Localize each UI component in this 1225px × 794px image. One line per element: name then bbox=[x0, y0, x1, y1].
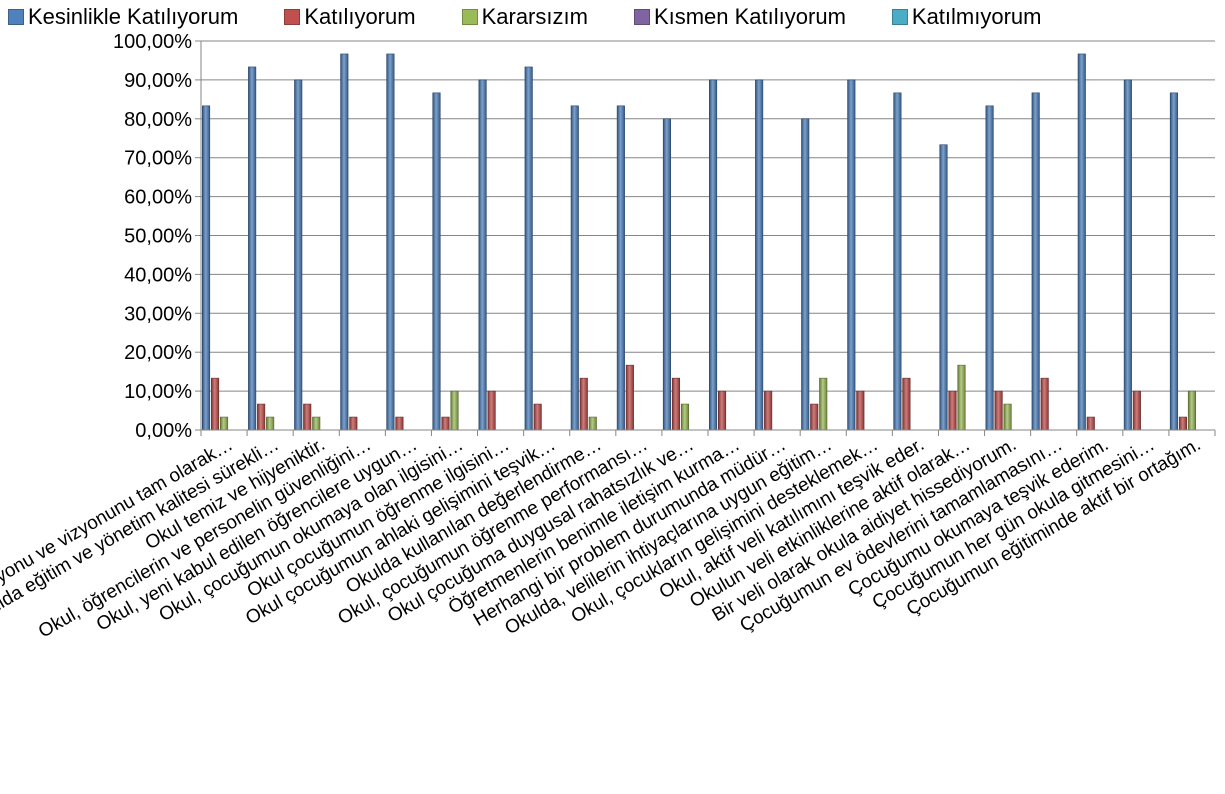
bar bbox=[210, 377, 220, 431]
bar bbox=[441, 416, 450, 431]
y-tick-label: 30,00% bbox=[124, 303, 192, 325]
legend-item-katilmiyorum: Katılmıyorum bbox=[891, 4, 1042, 30]
bar bbox=[985, 105, 994, 431]
y-tick-label: 90,00% bbox=[124, 70, 192, 92]
legend-label-kararsizim: Kararsızım bbox=[481, 4, 588, 29]
bar bbox=[524, 66, 533, 431]
bar bbox=[570, 105, 579, 431]
bar bbox=[1187, 390, 1197, 431]
y-tick-label: 70,00% bbox=[124, 148, 192, 170]
bar bbox=[717, 390, 727, 431]
y-tick-label: 60,00% bbox=[124, 187, 192, 209]
bar bbox=[755, 79, 764, 431]
bar bbox=[948, 390, 957, 431]
y-tick-label: 20,00% bbox=[124, 342, 192, 364]
bar bbox=[294, 79, 303, 431]
y-tick-label: 40,00% bbox=[124, 264, 192, 286]
bar bbox=[579, 377, 588, 431]
legend-swatch-kararsizim bbox=[461, 9, 478, 25]
bar bbox=[487, 390, 496, 431]
bar bbox=[1077, 53, 1086, 431]
bar bbox=[1178, 416, 1188, 431]
bar bbox=[819, 377, 828, 431]
y-tick-label: 50,00% bbox=[124, 226, 192, 248]
gridlines bbox=[201, 40, 1215, 431]
bar bbox=[625, 364, 634, 431]
bar bbox=[432, 92, 441, 431]
bar bbox=[810, 403, 819, 431]
bar bbox=[893, 92, 902, 431]
bar bbox=[248, 66, 257, 431]
legend-label-katiliyorum: Katılıyorum bbox=[304, 4, 416, 29]
bar bbox=[994, 390, 1003, 431]
y-tick-label: 0,00% bbox=[135, 420, 192, 442]
y-tick-label: 100,00% bbox=[113, 31, 192, 53]
bar bbox=[219, 416, 229, 431]
bar bbox=[662, 118, 672, 431]
bar bbox=[856, 390, 865, 431]
bar bbox=[303, 403, 312, 431]
bar bbox=[312, 416, 321, 431]
legend-swatch-katilmiyorum bbox=[891, 9, 908, 25]
legend-label-kismen-katiliyorum: Kısmen Katılıyorum bbox=[653, 4, 846, 29]
legend-item-kararsizim: Kararsızım bbox=[461, 4, 588, 30]
y-tick-label: 80,00% bbox=[124, 109, 192, 131]
bar bbox=[680, 403, 690, 431]
bar bbox=[266, 416, 275, 431]
legend-item-katiliyorum: Katılıyorum bbox=[284, 4, 416, 30]
legend-item-kesinlikle-katiliyorum: Kesinlikle Katılıyorum bbox=[8, 4, 238, 30]
bar bbox=[1031, 92, 1040, 431]
bar bbox=[340, 53, 349, 431]
bar bbox=[616, 105, 625, 431]
legend-swatch-kesinlikle-katiliyorum bbox=[8, 9, 24, 25]
chart-legend: Kesinlikle Katılıyorum Katılıyorum Karar… bbox=[8, 4, 1041, 30]
bar bbox=[671, 377, 681, 431]
bar bbox=[257, 403, 266, 431]
legend-swatch-katiliyorum bbox=[284, 9, 301, 25]
legend-label-kesinlikle-katiliyorum: Kesinlikle Katılıyorum bbox=[28, 4, 239, 29]
y-axis: 0,00% 10,00% 20,00% 30,00% 40,00% 50,00% 60,00… bbox=[113, 31, 202, 442]
y-tick-label: 10,00% bbox=[124, 381, 192, 403]
bar bbox=[478, 79, 487, 431]
bar bbox=[801, 118, 810, 431]
legend-label-katilmiyorum: Katılmıyorum bbox=[911, 4, 1042, 29]
legend-swatch-kismen-katiliyorum bbox=[633, 9, 650, 25]
x-axis: Okul misyonu ve vizyonunu tam olarak…Oku… bbox=[0, 429, 1216, 642]
bar bbox=[1086, 416, 1095, 431]
bar bbox=[533, 403, 542, 431]
bar bbox=[588, 416, 597, 431]
bar bbox=[1132, 390, 1141, 431]
bar bbox=[450, 390, 459, 431]
bar bbox=[1169, 92, 1179, 431]
bar bbox=[939, 144, 948, 431]
bar bbox=[764, 390, 773, 431]
bar bbox=[349, 416, 358, 431]
bar bbox=[957, 364, 966, 431]
bar bbox=[1040, 377, 1049, 431]
bar bbox=[1123, 79, 1132, 431]
bars bbox=[201, 53, 1197, 431]
bar bbox=[1003, 403, 1012, 431]
bar bbox=[386, 53, 395, 431]
legend-item-kismen-katiliyorum: Kısmen Katılıyorum bbox=[633, 4, 846, 30]
bar bbox=[847, 79, 856, 431]
bar bbox=[902, 377, 911, 431]
bar bbox=[708, 79, 718, 431]
bar bbox=[395, 416, 404, 431]
bar bbox=[201, 105, 211, 431]
